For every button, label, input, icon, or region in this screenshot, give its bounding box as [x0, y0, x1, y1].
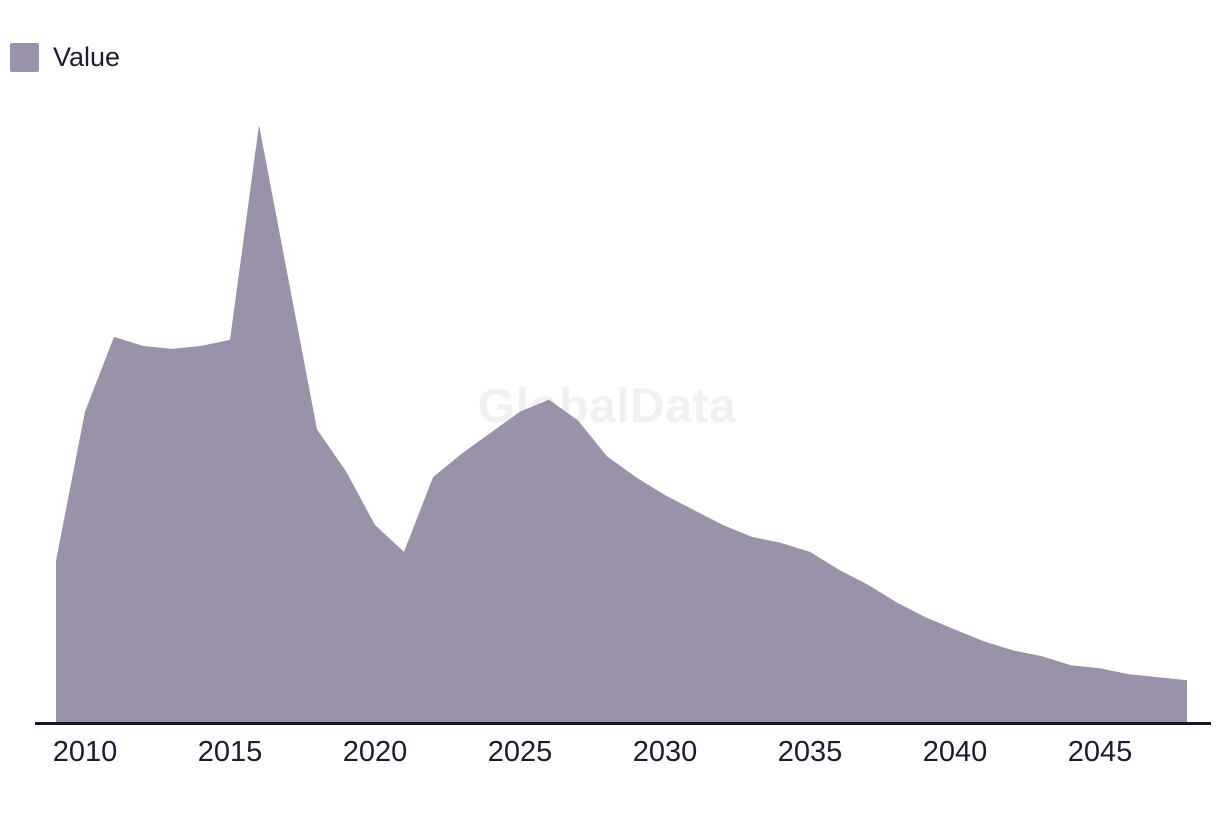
- x-tick-label: 2020: [342, 736, 408, 768]
- x-tick-label: 2025: [487, 736, 553, 768]
- legend-label: Value: [53, 42, 121, 72]
- x-tick-label: 2045: [1067, 736, 1133, 768]
- x-tick-label: 2015: [197, 736, 263, 768]
- x-tick-label: 2030: [632, 736, 698, 768]
- legend-swatch: [10, 43, 39, 72]
- x-tick-label: 2040: [922, 736, 988, 768]
- x-tick-label: 2035: [777, 736, 843, 768]
- x-tick-label: 2010: [52, 736, 118, 768]
- legend-item-value[interactable]: Value: [10, 43, 120, 72]
- area-series-value: [56, 125, 1187, 722]
- x-axis-line: [35, 722, 1211, 725]
- legend: Value: [10, 43, 120, 72]
